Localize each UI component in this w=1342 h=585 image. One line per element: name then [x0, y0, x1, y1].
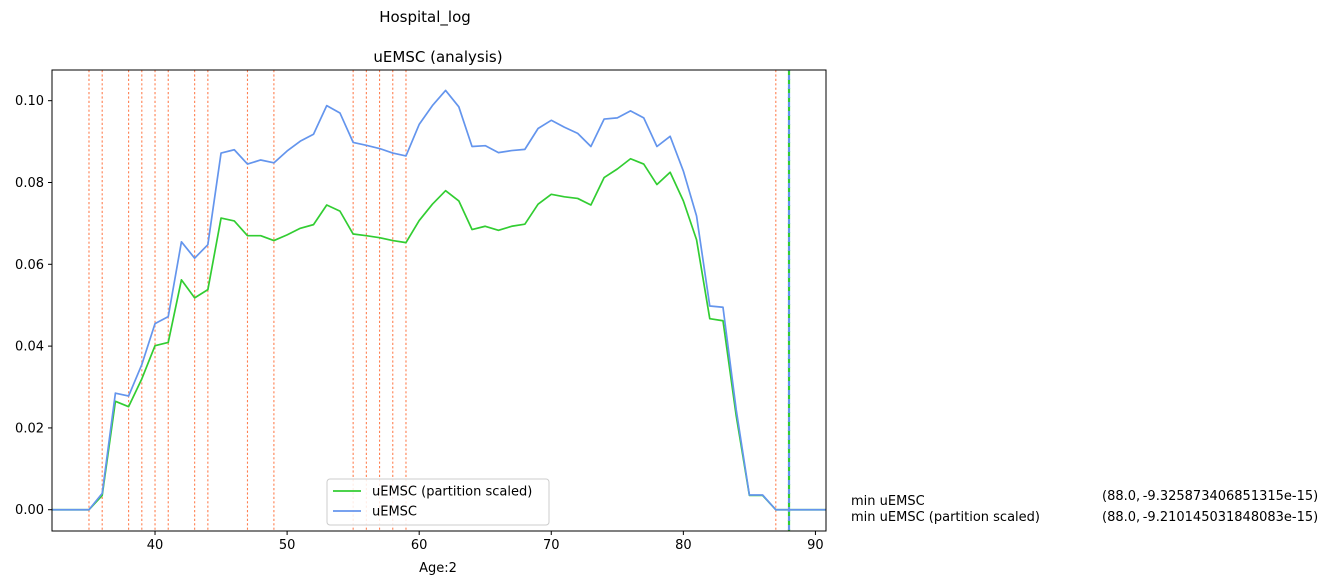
series-line-1 — [52, 89, 826, 511]
y-tick-label-5: 0.10 — [15, 94, 44, 109]
x-tick-label-1: 50 — [279, 538, 296, 553]
chart-title: uEMSC (analysis) — [373, 48, 502, 66]
y-tick-label-4: 0.08 — [15, 176, 44, 191]
legend-label-0: uEMSC (partition scaled) — [372, 485, 532, 500]
annotation-min-uemsc-value: (88.0, -9.325873406851315e-15) — [1102, 489, 1319, 504]
legend-label-1: uEMSC — [372, 505, 417, 520]
series-line-0 — [52, 157, 826, 511]
legend-box — [326, 478, 550, 526]
x-tick-label-3: 70 — [543, 538, 560, 553]
y-tick-label-2: 0.04 — [15, 340, 44, 355]
x-tick-label-0: 40 — [147, 538, 164, 553]
y-tick-label-0: 0.00 — [15, 503, 44, 518]
y-tick-label-1: 0.02 — [15, 421, 44, 436]
plot-frame — [51, 69, 827, 532]
annotation-min-uemsc-scaled-value: (88.0, -9.210145031848083e-15) — [1102, 510, 1319, 525]
annotation-min-uemsc-label: min uEMSC — [851, 494, 925, 509]
figure-suptitle: Hospital_log — [379, 8, 471, 27]
plot-area: 40 50 60 70 80 90 0.00 0.02 0.04 0.06 0.08 0.10 uEMS… — [15, 69, 827, 553]
x-tick-label-4: 80 — [675, 538, 692, 553]
annotation-min-uemsc-scaled-label: min uEMSC (partition scaled) — [851, 510, 1040, 525]
x-tick-label-5: 90 — [807, 538, 824, 553]
data-layer — [52, 70, 826, 531]
x-tick-label-2: 60 — [411, 538, 428, 553]
y-tick-label-3: 0.06 — [15, 258, 44, 273]
x-axis-label: Age:2 — [419, 561, 457, 576]
